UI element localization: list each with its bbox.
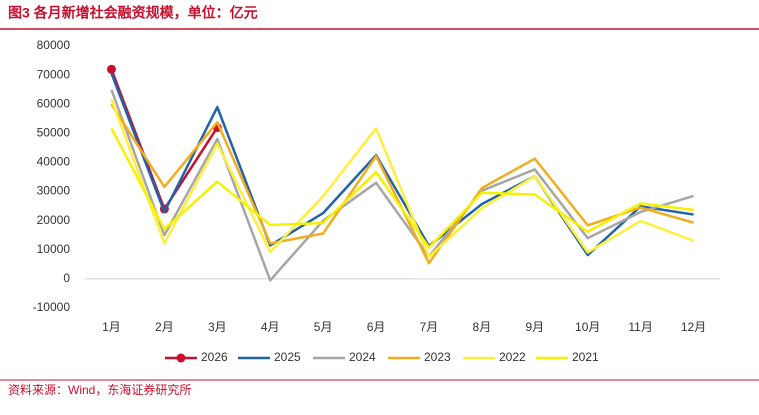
x-tick-label: 11月 <box>628 320 652 334</box>
legend-label: 2025 <box>274 350 301 364</box>
y-tick-label: 50000 <box>37 126 71 140</box>
series-line <box>110 98 694 259</box>
y-tick-label: 80000 <box>37 38 71 52</box>
y-tick-label: 60000 <box>37 96 71 110</box>
series-line <box>110 89 694 282</box>
y-tick-label: 30000 <box>37 184 71 198</box>
y-tick-label: 0 <box>63 271 70 285</box>
series-line <box>110 127 694 249</box>
x-tick-label: 7月 <box>420 320 439 334</box>
y-tick-label: 10000 <box>37 242 71 256</box>
x-tick-label: 2月 <box>155 320 174 334</box>
legend-label: 2022 <box>499 350 526 364</box>
x-tick-label: 6月 <box>367 320 386 334</box>
legend-label: 2026 <box>201 350 228 364</box>
source-note: 资料来源：Wind，东海证券研究所 <box>8 382 191 397</box>
x-tick-label: 8月 <box>473 320 492 334</box>
y-tick-label: 70000 <box>37 67 71 81</box>
y-tick-label: 40000 <box>37 155 71 169</box>
x-tick-label: 4月 <box>261 320 280 334</box>
point-marker <box>106 64 116 74</box>
legend-marker <box>176 353 186 363</box>
x-tick-label: 9月 <box>525 320 544 334</box>
y-tick-label: 20000 <box>37 213 71 227</box>
x-tick-label: 1月 <box>102 320 121 334</box>
legend-label: 2021 <box>572 350 599 364</box>
legend-label: 2023 <box>424 350 451 364</box>
chart-title: 图3 各月新增社会融资规模，单位：亿元 <box>8 5 258 21</box>
x-tick-label: 3月 <box>208 320 227 334</box>
y-tick-label: -10000 <box>33 300 71 314</box>
x-tick-label: 10月 <box>575 320 600 334</box>
x-tick-label: 12月 <box>681 320 706 334</box>
legend-label: 2024 <box>349 350 376 364</box>
x-tick-label: 5月 <box>314 320 333 334</box>
